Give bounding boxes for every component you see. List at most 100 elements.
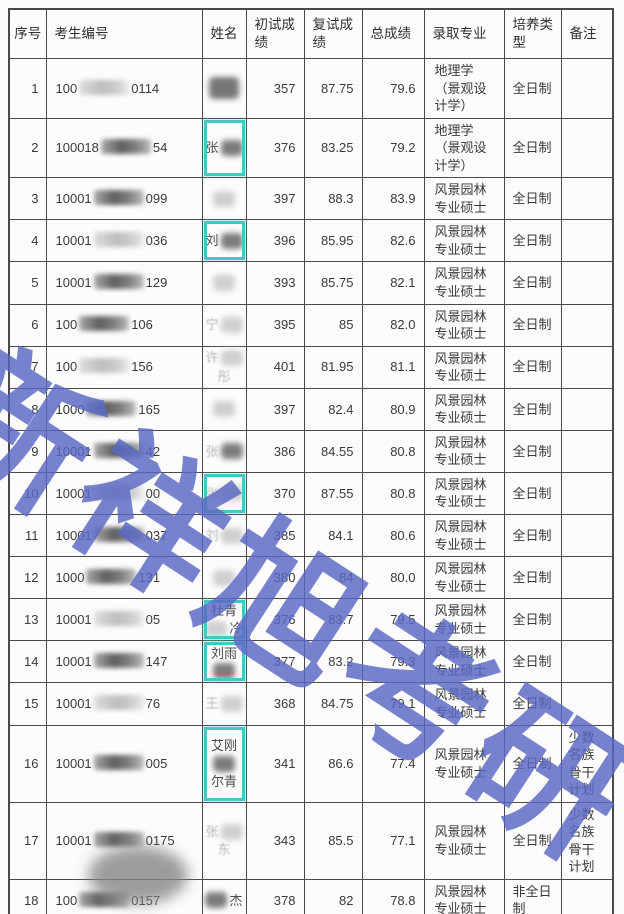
name-fragment: 张	[205, 140, 219, 156]
candidate-id-suffix: 54	[152, 140, 168, 156]
cell-index: 4	[8, 219, 47, 263]
cell-major: 风景园林专业硕士	[423, 556, 505, 600]
name-content: 张	[204, 441, 245, 461]
table-row: 5 10001 129 393 85.75 82.1 风景园林专业硕士 全日制	[8, 261, 614, 305]
cell-candidate-id: 10001 76	[45, 682, 203, 726]
candidate-id-prefix: 10001	[55, 485, 92, 501]
table-row: 12 1000 131 380 84 80.0 风景园林专业硕士 全日制	[8, 556, 614, 600]
cell-name: 刘	[201, 514, 247, 558]
redaction-blob	[213, 401, 235, 418]
cell-index: 7	[8, 345, 47, 389]
redaction-blob	[220, 823, 243, 840]
cell-mode: 全日制	[503, 387, 562, 431]
cell-mode: 全日制	[503, 514, 562, 558]
redaction-blob	[79, 358, 130, 374]
cell-retest-score: 83.7	[303, 598, 363, 642]
cell-mode: 全日制	[503, 219, 562, 263]
redaction-blob	[86, 400, 137, 416]
candidate-id-prefix: 1000	[55, 401, 85, 417]
name-content: 刘	[204, 231, 245, 251]
name-fragment: 尔青	[210, 773, 237, 789]
candidate-id-suffix: 106	[131, 317, 153, 333]
candidate-id-prefix: 10001	[55, 696, 92, 712]
redaction-blob	[93, 190, 144, 206]
cell-name: 张	[201, 471, 247, 516]
cell-index: 1	[8, 58, 47, 119]
candidate-id-prefix: 10001	[55, 527, 92, 543]
cell-remark	[560, 387, 614, 431]
cell-major: 风景园林专业硕士	[423, 801, 505, 880]
cell-remark	[560, 878, 614, 914]
cell-total-score: 83.9	[361, 177, 425, 221]
name-fragment: 张	[205, 485, 219, 501]
candidate-id-suffix: 0157	[131, 892, 161, 908]
cell-name	[201, 177, 247, 221]
name-fragment: 刘雨	[210, 645, 237, 661]
cell-mode: 全日制	[503, 117, 562, 179]
cell-initial-score: 370	[245, 471, 305, 516]
cell-initial-score: 377	[245, 640, 305, 684]
name-content	[204, 568, 245, 588]
cell-name: 刘雨	[201, 640, 247, 684]
cell-candidate-id: 10001 036	[45, 219, 203, 263]
redaction-blob	[93, 832, 144, 847]
cell-total-score: 82.1	[361, 261, 425, 305]
table-row: 13 10001 05 杜青冷 376 83.7 79.5 风景园林专业硕士 全日…	[8, 598, 614, 642]
cell-mode: 全日制	[503, 724, 562, 803]
cell-name	[201, 58, 247, 119]
candidate-id-prefix: 10001	[55, 833, 92, 848]
candidate-id-suffix: 76	[145, 696, 161, 712]
name-fragment: 冷	[229, 621, 243, 637]
candidate-id-suffix: 131	[138, 569, 161, 585]
cell-candidate-id: 10001 129	[45, 261, 203, 305]
candidate-id-suffix: 005	[145, 755, 168, 771]
cell-candidate-id: 10001 147	[45, 640, 203, 684]
name-content: 王	[204, 694, 245, 714]
candidate-id-prefix: 100	[55, 80, 78, 96]
cell-index: 2	[8, 117, 47, 179]
cell-candidate-id: 1000 165	[45, 387, 203, 431]
redaction-blob	[93, 610, 144, 626]
cell-retest-score: 88.3	[303, 177, 363, 221]
cell-major: 风景园林专业硕士	[423, 345, 505, 389]
cell-remark: 少数名族骨干计划	[560, 801, 614, 880]
cell-remark	[560, 345, 614, 389]
name-content	[204, 189, 245, 209]
table-row: 3 10001 099 397 88.3 83.9 风景园林专业硕士 全日制	[8, 177, 614, 221]
cell-total-score: 80.9	[361, 387, 425, 431]
redaction-blob	[93, 653, 144, 669]
redaction-blob	[213, 275, 235, 292]
cell-retest-score: 87.55	[303, 471, 363, 516]
cell-name: 宁	[201, 303, 247, 347]
cell-retest-score: 83.2	[303, 640, 363, 684]
redaction-blob	[220, 527, 243, 544]
cell-remark	[560, 556, 614, 600]
cell-remark: 少数名族骨干计划	[560, 724, 614, 803]
cell-name	[201, 556, 247, 600]
cell-major: 地理学（景观设计学）	[423, 58, 505, 119]
name-fragment: 杜青	[210, 602, 237, 618]
cell-candidate-id: 100 156	[45, 345, 203, 389]
table-row: 11 10001 037 刘 385 84.1 80.6 风景园林专业硕士 全日制	[8, 514, 614, 558]
cell-name: 张	[201, 429, 247, 473]
table-row: 1 100 0114 357 87.75 79.6 地理学（景观设计学） 全日制	[8, 58, 614, 119]
name-content	[204, 399, 245, 419]
cell-index: 17	[8, 801, 47, 880]
cell-major: 风景园林专业硕士	[423, 514, 505, 558]
name-content: 刘雨	[204, 645, 245, 680]
redaction-blob	[205, 892, 228, 909]
candidate-id-suffix: 129	[145, 275, 168, 291]
cell-candidate-id: 10001 05	[45, 598, 203, 642]
col-header-total-score: 总成绩	[361, 8, 425, 59]
candidate-id-prefix: 10001	[55, 611, 92, 627]
cell-index: 10	[8, 471, 47, 516]
candidate-id-suffix: 037	[145, 527, 168, 543]
cell-name: 刘	[201, 219, 247, 263]
cell-major: 风景园林专业硕士	[423, 219, 505, 263]
cell-mode: 全日制	[503, 177, 562, 221]
cell-retest-score: 87.75	[303, 58, 363, 119]
cell-retest-score: 85	[303, 303, 363, 347]
candidate-id-prefix: 100018	[55, 140, 99, 156]
cell-candidate-id: 100 106	[45, 303, 203, 347]
